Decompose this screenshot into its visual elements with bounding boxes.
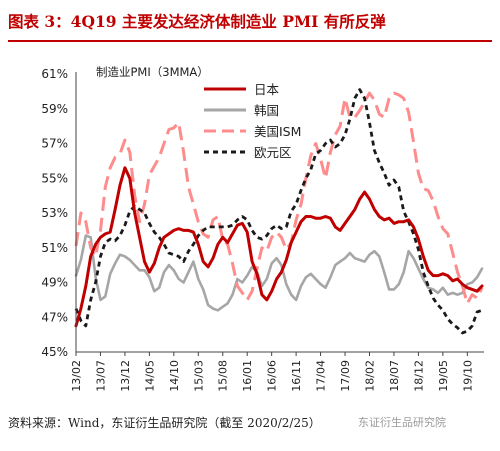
figure-title: 图表 3：4Q19 主要发达经济体制造业 PMI 有所反弹 [8,12,386,31]
y-tick-label: 59% [41,102,68,116]
watermark: 东证衍生品研究院 [358,416,446,429]
legend-label-1: 韩国 [254,103,279,118]
x-tick-label: 17/04 [315,360,328,392]
series-layer [74,88,484,335]
x-tick-label: 16/01 [241,360,254,392]
y-tick-label: 55% [41,171,68,185]
x-tick-label: 16/06 [266,360,279,392]
series-line-3 [74,88,483,335]
legend-label-3: 欧元区 [254,145,292,160]
y-tick-label: 61% [41,67,68,81]
x-tick-label: 14/10 [168,360,181,392]
x-tick-label: 15/03 [192,360,205,392]
y-tick-label: 47% [41,310,68,324]
chart-title: 制造业PMI（3MMA） [96,65,209,79]
x-tick-label: 13/02 [70,360,83,392]
x-tick-label: 17/09 [339,360,352,392]
x-tick-label: 18/02 [363,360,376,392]
legend-label-2: 美国ISM [254,124,301,139]
x-tick-label: 19/05 [437,360,450,392]
x-tick-label: 16/11 [290,360,303,392]
x-tick-label: 15/08 [217,360,230,392]
series-line-2 [74,91,484,305]
series-line-1 [74,234,484,312]
x-tick-label: 13/07 [94,360,107,392]
x-tick-label: 13/12 [119,360,132,392]
pmi-line-chart: 45%47%49%51%53%55%57%59%61% 13/02 13/07 13… [41,65,484,392]
x-tick-label: 19/10 [461,360,474,392]
y-axis-ticks: 45% 47% 49% 51% 53% 55% 57% 59% 61% [41,67,68,359]
x-tick-label: 18/07 [388,360,401,392]
y-tick-label: 57% [41,137,68,151]
series-line-0 [74,166,484,328]
x-tick-label: 18/12 [412,360,425,392]
y-tick-label: 51% [41,241,68,255]
y-tick-label: 49% [41,276,68,290]
y-tick-label: 45% [41,345,68,359]
source-note: 资料来源：Wind，东证衍生品研究院（截至 2020/2/25） [8,416,321,430]
title-rule [8,40,492,42]
y-tick-label: 53% [41,206,68,220]
x-tick-label: 14/05 [143,360,156,392]
legend-label-0: 日本 [254,82,280,97]
axes: 13/02 13/07 13/12 14/05 14/10 15/03 15/08 16/01… [70,72,484,392]
